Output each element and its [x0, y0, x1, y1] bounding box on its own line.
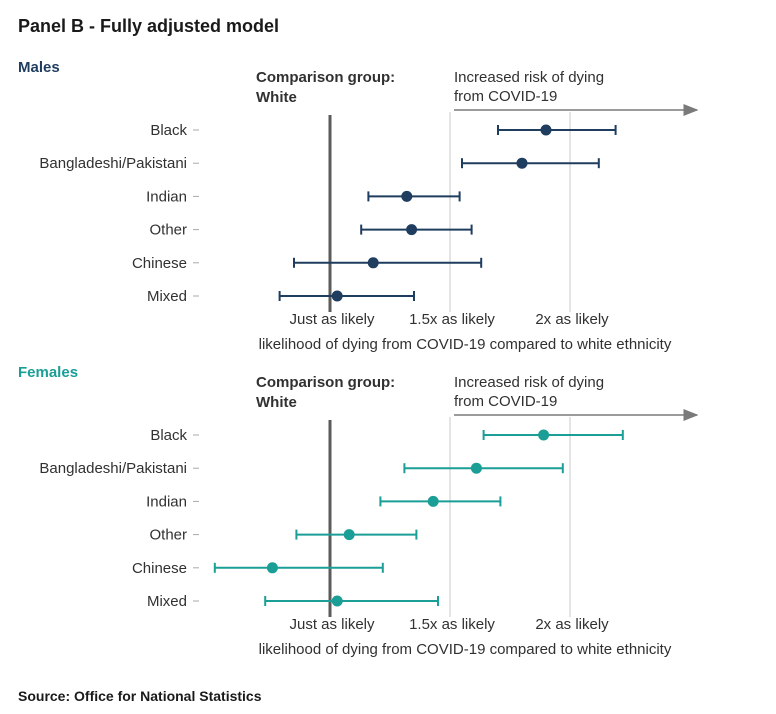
- estimate-point-chinese: [367, 257, 379, 269]
- estimate-point-bangladeshi-pakistani: [470, 462, 482, 474]
- increased-risk-label: Increased risk of dying: [454, 69, 604, 86]
- comparison-group-value: White: [256, 394, 297, 411]
- category-label-mixed: Mixed: [147, 288, 187, 305]
- category-label-indian: Indian: [146, 188, 187, 205]
- estimate-point-other: [343, 529, 355, 541]
- comparison-group-value: White: [256, 89, 297, 106]
- estimate-point-indian: [401, 190, 413, 202]
- comparison-group-label: Comparison group:: [256, 69, 395, 86]
- category-label-other: Other: [149, 222, 187, 239]
- category-label-bangladeshi-pakistani: Bangladeshi/Pakistani: [39, 460, 187, 477]
- category-label-chinese: Chinese: [132, 255, 187, 272]
- x-tick-label-0: Just as likely: [289, 616, 375, 633]
- x-tick-label-1: 1.5x as likely: [409, 616, 495, 633]
- panel-label-males: Males: [18, 59, 60, 76]
- estimate-point-black: [540, 124, 552, 136]
- category-label-indian: Indian: [146, 493, 187, 510]
- x-axis-title: likelihood of dying from COVID-19 compar…: [259, 336, 672, 353]
- category-label-mixed: Mixed: [147, 593, 187, 610]
- category-label-bangladeshi-pakistani: Bangladeshi/Pakistani: [39, 155, 187, 172]
- x-tick-label-0: Just as likely: [289, 311, 375, 328]
- panel-label-females: Females: [18, 364, 78, 381]
- x-tick-label-2: 2x as likely: [535, 311, 609, 328]
- category-label-other: Other: [149, 527, 187, 544]
- estimate-point-other: [406, 224, 418, 236]
- source-note: Source: Office for National Statistics: [18, 688, 262, 704]
- category-label-chinese: Chinese: [132, 560, 187, 577]
- estimate-point-bangladeshi-pakistani: [516, 157, 528, 169]
- estimate-point-mixed: [331, 290, 343, 302]
- increased-risk-label: Increased risk of dying: [454, 374, 604, 391]
- category-label-black: Black: [150, 427, 187, 444]
- comparison-group-label: Comparison group:: [256, 374, 395, 391]
- x-axis-title: likelihood of dying from COVID-19 compar…: [259, 641, 672, 658]
- estimate-point-indian: [427, 495, 439, 507]
- estimate-point-black: [538, 429, 550, 441]
- increased-risk-label-line2: from COVID-19: [454, 88, 557, 105]
- category-label-black: Black: [150, 122, 187, 139]
- increased-risk-label-line2: from COVID-19: [454, 393, 557, 410]
- chart-title: Panel B - Fully adjusted model: [18, 16, 280, 36]
- x-tick-label-2: 2x as likely: [535, 616, 609, 633]
- estimate-point-mixed: [331, 595, 343, 607]
- estimate-point-chinese: [266, 562, 278, 574]
- x-tick-label-1: 1.5x as likely: [409, 311, 495, 328]
